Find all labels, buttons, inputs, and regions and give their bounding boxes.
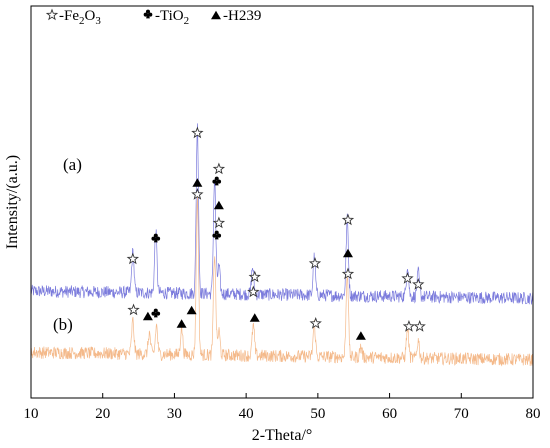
x-tick-label: 40 bbox=[239, 406, 254, 422]
fe2o3-marker bbox=[412, 278, 425, 290]
h239-marker bbox=[249, 313, 260, 322]
series-b-line bbox=[30, 195, 534, 367]
club-icon bbox=[143, 9, 153, 19]
sample-label-a: (a) bbox=[63, 155, 82, 174]
series-layer bbox=[30, 123, 534, 367]
x-tick-label: 20 bbox=[95, 406, 110, 422]
fe2o3-marker bbox=[126, 252, 140, 265]
labels-layer: (a) (b) bbox=[53, 155, 82, 334]
x-tick-label: 80 bbox=[526, 406, 541, 422]
y-axis-title: Intensity/(a.u.) bbox=[4, 155, 21, 249]
x-tick-label: 50 bbox=[310, 406, 325, 422]
fe2o3-marker bbox=[212, 162, 226, 175]
tio2-marker bbox=[212, 176, 222, 186]
fe2o3-marker bbox=[401, 272, 414, 284]
markers-layer bbox=[126, 126, 426, 340]
fe2o3-marker bbox=[191, 188, 204, 200]
legend-label: -TiO2 bbox=[155, 8, 189, 27]
fe2o3-marker bbox=[247, 285, 260, 298]
ticks-layer: 10 20 30 40 50 60 70 80 bbox=[24, 393, 541, 422]
legend: -Fe2O3 -TiO2 -H239 bbox=[45, 8, 261, 27]
fe2o3-marker bbox=[402, 320, 416, 332]
legend-label: -H239 bbox=[223, 8, 261, 24]
h239-marker bbox=[342, 248, 353, 258]
tio2-marker bbox=[151, 233, 161, 243]
fe2o3-marker bbox=[212, 216, 226, 229]
tio2-marker bbox=[212, 230, 222, 240]
h239-marker bbox=[192, 178, 203, 187]
tio2-marker bbox=[151, 308, 161, 318]
fe2o3-marker bbox=[191, 126, 204, 139]
fe2o3-marker bbox=[308, 257, 322, 269]
h239-marker bbox=[186, 305, 197, 315]
triangle-icon bbox=[211, 10, 221, 20]
fe2o3-marker bbox=[127, 303, 140, 316]
x-tick-label: 70 bbox=[454, 406, 469, 422]
h239-marker bbox=[355, 331, 366, 340]
series-a-line bbox=[30, 123, 534, 305]
fe2o3-marker bbox=[341, 267, 355, 280]
x-axis-title: 2-Theta/° bbox=[252, 427, 313, 444]
legend-label: -Fe2O3 bbox=[59, 8, 101, 27]
star-icon bbox=[45, 8, 59, 21]
fe2o3-marker bbox=[413, 320, 426, 332]
fe2o3-marker bbox=[309, 317, 322, 329]
fe2o3-marker bbox=[248, 270, 261, 283]
x-tick-label: 30 bbox=[167, 406, 182, 422]
h239-marker bbox=[213, 200, 224, 210]
fe2o3-marker bbox=[341, 213, 355, 226]
h239-marker bbox=[176, 319, 187, 328]
h239-marker bbox=[142, 311, 153, 321]
sample-label-b: (b) bbox=[53, 315, 73, 334]
x-tick-label: 60 bbox=[382, 406, 397, 422]
plot-frame bbox=[30, 5, 534, 399]
x-tick-label: 10 bbox=[24, 406, 39, 422]
